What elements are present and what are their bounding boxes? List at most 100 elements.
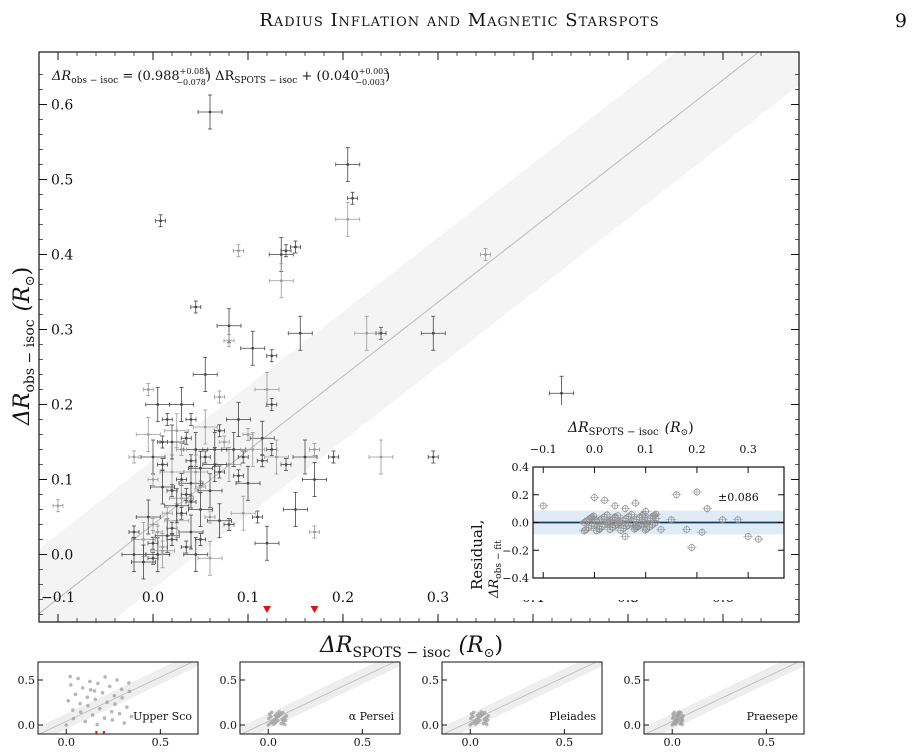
y-tick-label: 0.6 [51, 98, 73, 114]
scatter-label: ±0.086 [718, 491, 759, 504]
data-point [183, 537, 209, 572]
data-point [135, 499, 161, 535]
x-tick-label: −0.1 [41, 590, 75, 606]
data-point [328, 450, 339, 464]
data-point [185, 454, 197, 468]
residual-point [691, 487, 702, 496]
data-point [309, 443, 320, 456]
panel-y-tick-label: 0.5 [220, 674, 238, 687]
residual-point [585, 514, 596, 523]
data-point [192, 357, 218, 392]
main-chart: −0.10.00.10.20.30.40.50.6 0.00.10.20.30.… [10, 51, 800, 661]
data-point [214, 424, 225, 438]
inset-top-tick-label: 0.0 [586, 443, 604, 456]
data-point [192, 409, 218, 445]
page-number: 9 [894, 10, 907, 32]
data-point [237, 450, 249, 464]
y-tick-label: 0.0 [51, 548, 73, 564]
data-point [240, 330, 266, 366]
data-point [252, 510, 263, 524]
residual-point [622, 521, 633, 530]
main-points [52, 94, 574, 580]
panel-y-tick-label: 0.5 [18, 674, 36, 687]
panel-x-tick-label: 0.5 [354, 736, 372, 749]
data-point [176, 443, 187, 456]
data-point [280, 458, 292, 471]
data-point [283, 492, 308, 527]
data-point [188, 450, 213, 486]
upper-limit-markers [263, 606, 319, 613]
panel-cluster-name: Praesepe [747, 710, 798, 723]
residual-point [612, 520, 623, 529]
residual-point [609, 501, 620, 510]
page-header: Radius Inflation and Magnetic Starspots … [0, 10, 919, 34]
residual-point [579, 518, 590, 527]
data-point [142, 383, 154, 396]
inset-y-tick-label: −0.4 [502, 572, 529, 585]
panel-x-tick-label: 0.0 [57, 736, 75, 749]
data-point [188, 492, 213, 527]
data-point [180, 540, 192, 554]
data-point [254, 372, 280, 407]
residual-point [604, 517, 615, 526]
x-tick-label: 0.0 [142, 590, 164, 606]
panel-x-tick-label: 0.0 [663, 736, 681, 749]
data-point [140, 439, 166, 475]
data-point [197, 540, 223, 576]
data-point [52, 499, 64, 513]
inset-y-label-line2: ΔRobs − fit [487, 540, 504, 599]
panel-frame [643, 661, 805, 735]
residual-point [732, 515, 743, 524]
panel-y-tick-label: 0.5 [422, 674, 440, 687]
data-point [266, 349, 278, 363]
inset-top-ticks: −0.1 0.0 0.1 0.2 0.3 [530, 443, 757, 578]
data-point [290, 240, 301, 254]
residual-point [589, 493, 600, 502]
panel-x-tick-label: 0.5 [152, 736, 170, 749]
data-point [128, 525, 140, 539]
data-point [223, 334, 235, 348]
residual-point [686, 543, 697, 552]
data-point [221, 432, 247, 467]
data-point [169, 387, 194, 422]
data-point [152, 525, 164, 539]
residual-point [630, 499, 641, 508]
data-point [226, 402, 251, 437]
data-point [309, 525, 320, 539]
panel-y-tick-label: 0.5 [624, 674, 642, 687]
data-point [161, 506, 173, 520]
data-point [176, 506, 187, 520]
x-tick-label: 0.3 [427, 590, 449, 606]
data-point [223, 518, 235, 531]
data-point [480, 248, 491, 261]
cluster-panels: 0.5 0.0 0.0 0.5 Upper Sco 0.5 0.0 0.0 0.5 α Perse… [18, 661, 805, 749]
residual-point [641, 524, 652, 533]
inset-y-tick-label: 0.4 [512, 461, 530, 474]
panel-cluster-name: Upper Sco [133, 710, 192, 723]
upper-limit-marker [310, 606, 319, 613]
inset-top-tick-label: −0.1 [530, 443, 557, 456]
panel-frame [239, 661, 401, 735]
data-point [180, 431, 192, 445]
data-point [154, 518, 180, 554]
residual-point [702, 504, 713, 513]
data-point [150, 469, 175, 505]
inset-y-tick-label: 0.0 [512, 517, 530, 530]
data-point [235, 465, 261, 501]
data-point [145, 387, 171, 422]
data-point [131, 544, 156, 580]
x-tick-label: 0.2 [332, 590, 354, 606]
residual-point [620, 532, 631, 541]
fit-line [39, 52, 760, 614]
panel-y-tick-label: 0.0 [18, 719, 36, 732]
cluster-panel: 0.5 0.0 0.0 0.5 Pleiades [422, 661, 603, 749]
data-point [214, 390, 225, 404]
data-point [190, 300, 202, 314]
x-tick-label: 0.1 [237, 590, 259, 606]
inset-background [500, 405, 790, 600]
residual-point [671, 490, 682, 499]
data-point [197, 94, 223, 130]
residual-point [538, 501, 549, 510]
data-point [166, 533, 178, 546]
